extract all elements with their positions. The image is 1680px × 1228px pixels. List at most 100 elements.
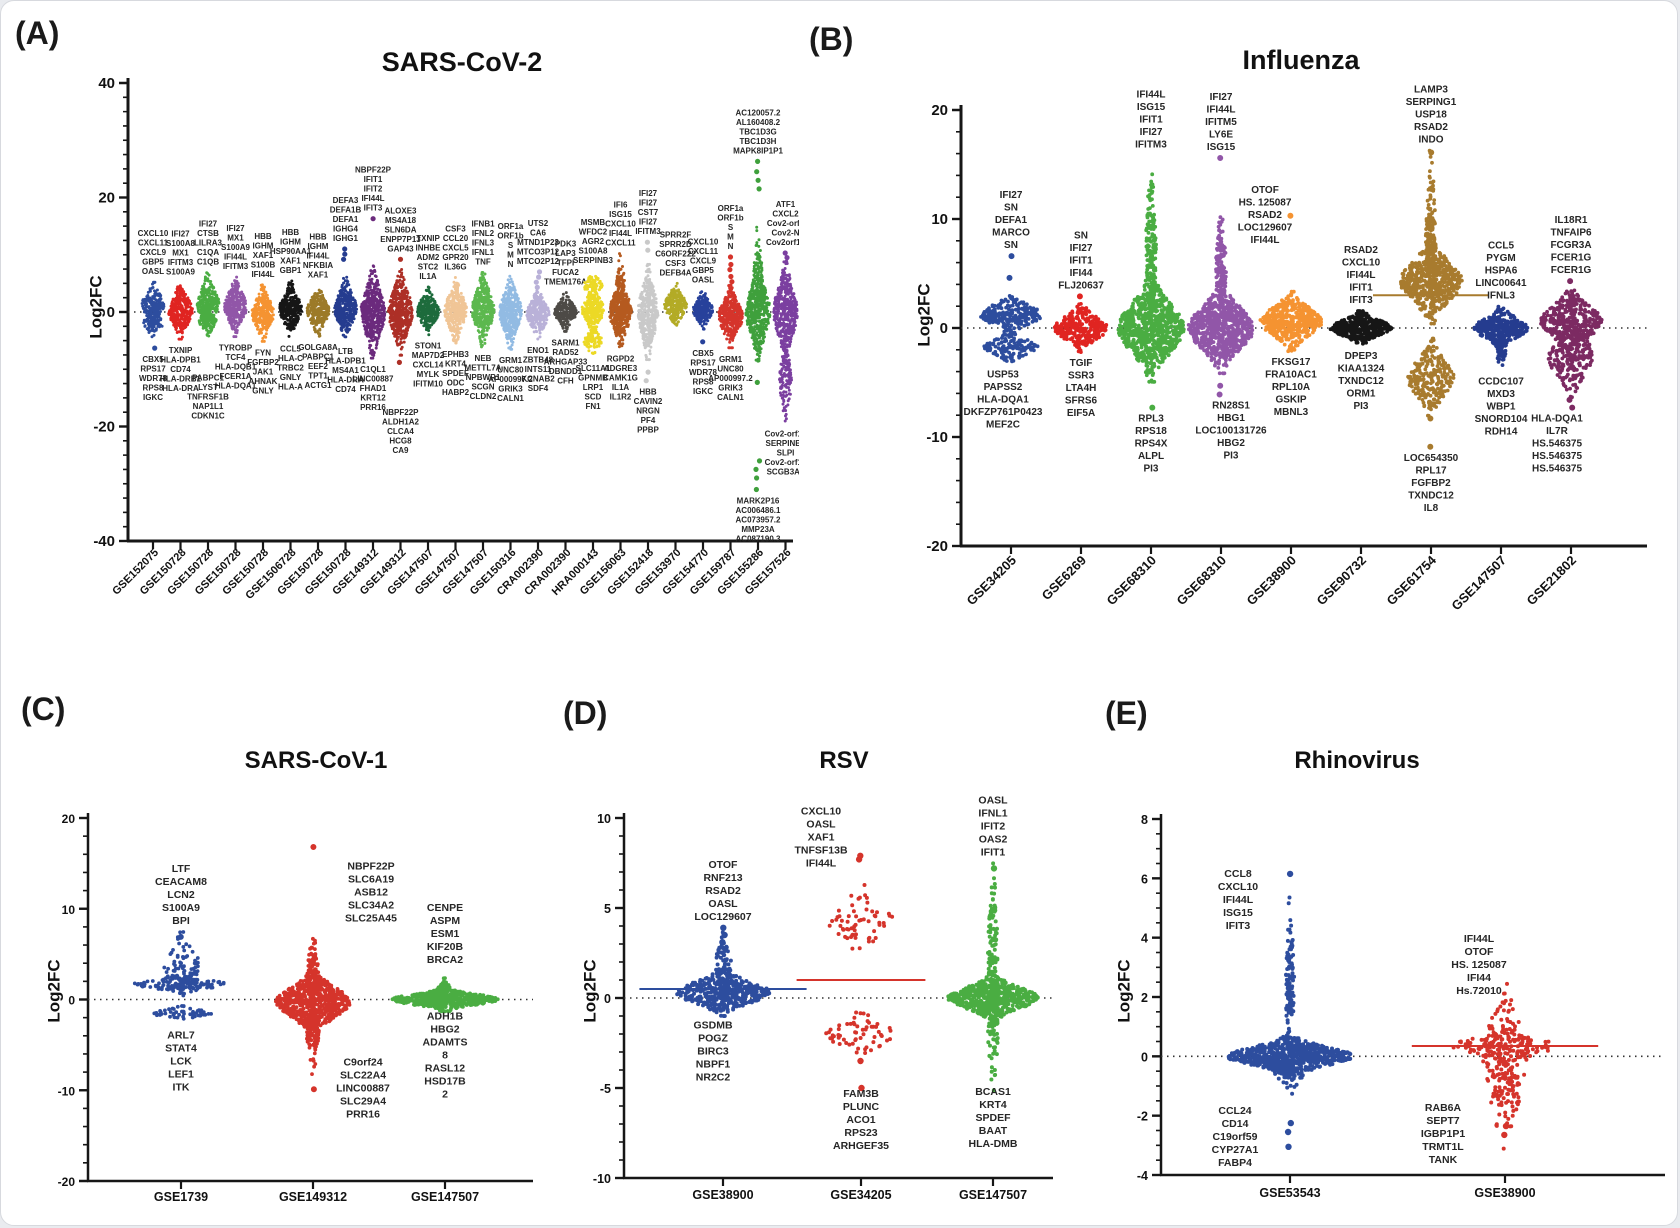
gene-label: OASL [978,794,1008,806]
gene-label: IFITM3 [635,227,661,236]
gene-label: C1QL1 [360,365,386,374]
gene-label: RPS4X [1135,439,1168,450]
x-tick-label: GSE38900 [692,1188,753,1202]
beeswarm-GSE90732 [1328,309,1394,346]
y-tick-label: 20 [931,102,948,119]
gene-label: FCER1G [1551,265,1592,276]
gene-label: XAF1 [280,256,301,265]
gene-label: LOC100131726 [1195,425,1267,436]
gene-label: HLA-A [278,382,303,391]
gene-label: IFNB1 [471,219,495,228]
gene-label: PI3 [1143,464,1158,475]
gene-label: CALN1 [497,394,524,403]
gene-label: OASL [708,898,738,910]
panel-rhinovirus: (E) Rhinovirus Log2FC 8 6 4 2 0 -2 -4 GSE53543 C… [1065,651,1677,1225]
gene-label: CXCL10 [1342,257,1381,268]
gene-label: LOC654350 [1404,453,1459,464]
gene-label: BCAS1 [975,1086,1011,1098]
gene-label: RGPD2 [607,355,635,364]
x-tick-label: GSE53543 [1259,1186,1320,1200]
gene-label: TANK [1429,1154,1458,1166]
beeswarm-GSE53543 [1226,870,1353,1150]
gene-label: CSF3 [665,259,686,268]
gene-label: RPS23 [844,1127,877,1139]
gene-label: LY6E [1209,129,1233,140]
beeswarm-GSE150728 [167,284,194,341]
x-tick-label: GSE68310 [1174,553,1230,609]
gene-label: LRP1 [583,383,604,392]
gene-label: M [507,250,514,259]
gene-label: ASPM [430,915,461,927]
gene-label: HLA-DMB [969,1138,1018,1150]
gene-label: ARHGEF35 [833,1140,889,1152]
gene-label: IFITM10 [413,380,443,389]
gene-label: WDR78 [139,374,168,383]
gene-label: RAD52 [552,348,579,357]
gene-label: TNFAIP6 [1550,228,1592,239]
gene-label: C1QA [197,248,219,257]
gene-label: USP53 [987,370,1019,381]
gene-label: IL8 [1424,503,1439,514]
gene-label: IGKC [693,387,713,396]
gene-label: GPR20 [442,253,469,262]
gene-label: AL160408.2 [736,118,781,127]
gene-label: CXCL2 [772,210,799,219]
gene-label: RPS17 [690,358,716,367]
x-tick-label: GSE21802 [1524,553,1580,609]
gene-label: ISG15 [1137,102,1166,113]
gene-label: XAF1 [308,271,329,280]
gene-label: IFNL1 [978,807,1007,819]
gene-label: FAM3B [843,1088,879,1100]
gene-label: CFH [557,376,574,385]
gene-label: NAP1L1 [193,402,224,411]
gene-label: NBPF1 [696,1059,731,1071]
chart-sars-cov-2: 40200-20-40GSE152075CXCL10CXCL11CXCL9GBP… [93,75,799,602]
gene-label: HLA-DRB1 [160,375,201,384]
gene-label: NRGN [636,407,660,416]
gene-label: RAB6A [1425,1102,1462,1114]
gene-label: CTSB [197,229,219,238]
gene-label: IFIT1 [981,846,1006,858]
panel-title: SARS-CoV-2 [381,47,543,77]
gene-label: WBP1 [1487,401,1516,412]
gene-label: AC006486.1 [736,506,781,515]
gene-label: EEF2 [308,362,329,371]
gene-label: RPL3 [1138,414,1164,425]
beeswarm-GSE150316 [498,274,524,351]
x-tick-label: GSE149312 [279,1190,347,1204]
y-tick-label: 5 [604,902,611,916]
beeswarm-GSE38900 [675,924,772,1018]
gene-label: IFI27 [639,189,658,198]
y-tick-label: -10 [926,429,948,446]
gene-label: ISG15 [1223,907,1253,919]
gene-label: MSMB [581,218,606,227]
gene-label: MXD3 [1487,389,1515,400]
gene-label: SARM1 [551,338,580,347]
gene-label: TGIF [1070,358,1093,369]
gene-label: IFI44L [806,858,837,870]
gene-label: LCK [170,1056,192,1068]
gene-label: FABP4 [1218,1157,1252,1169]
gene-label: GSDMB [693,1020,733,1032]
gene-label: IFI44 [1467,972,1491,984]
gene-label: IFI44L [306,252,329,261]
gene-label: RSAD2 [1414,122,1448,133]
gene-label: GSKIP [1275,395,1306,406]
gene-label: ACO1 [846,1114,875,1126]
